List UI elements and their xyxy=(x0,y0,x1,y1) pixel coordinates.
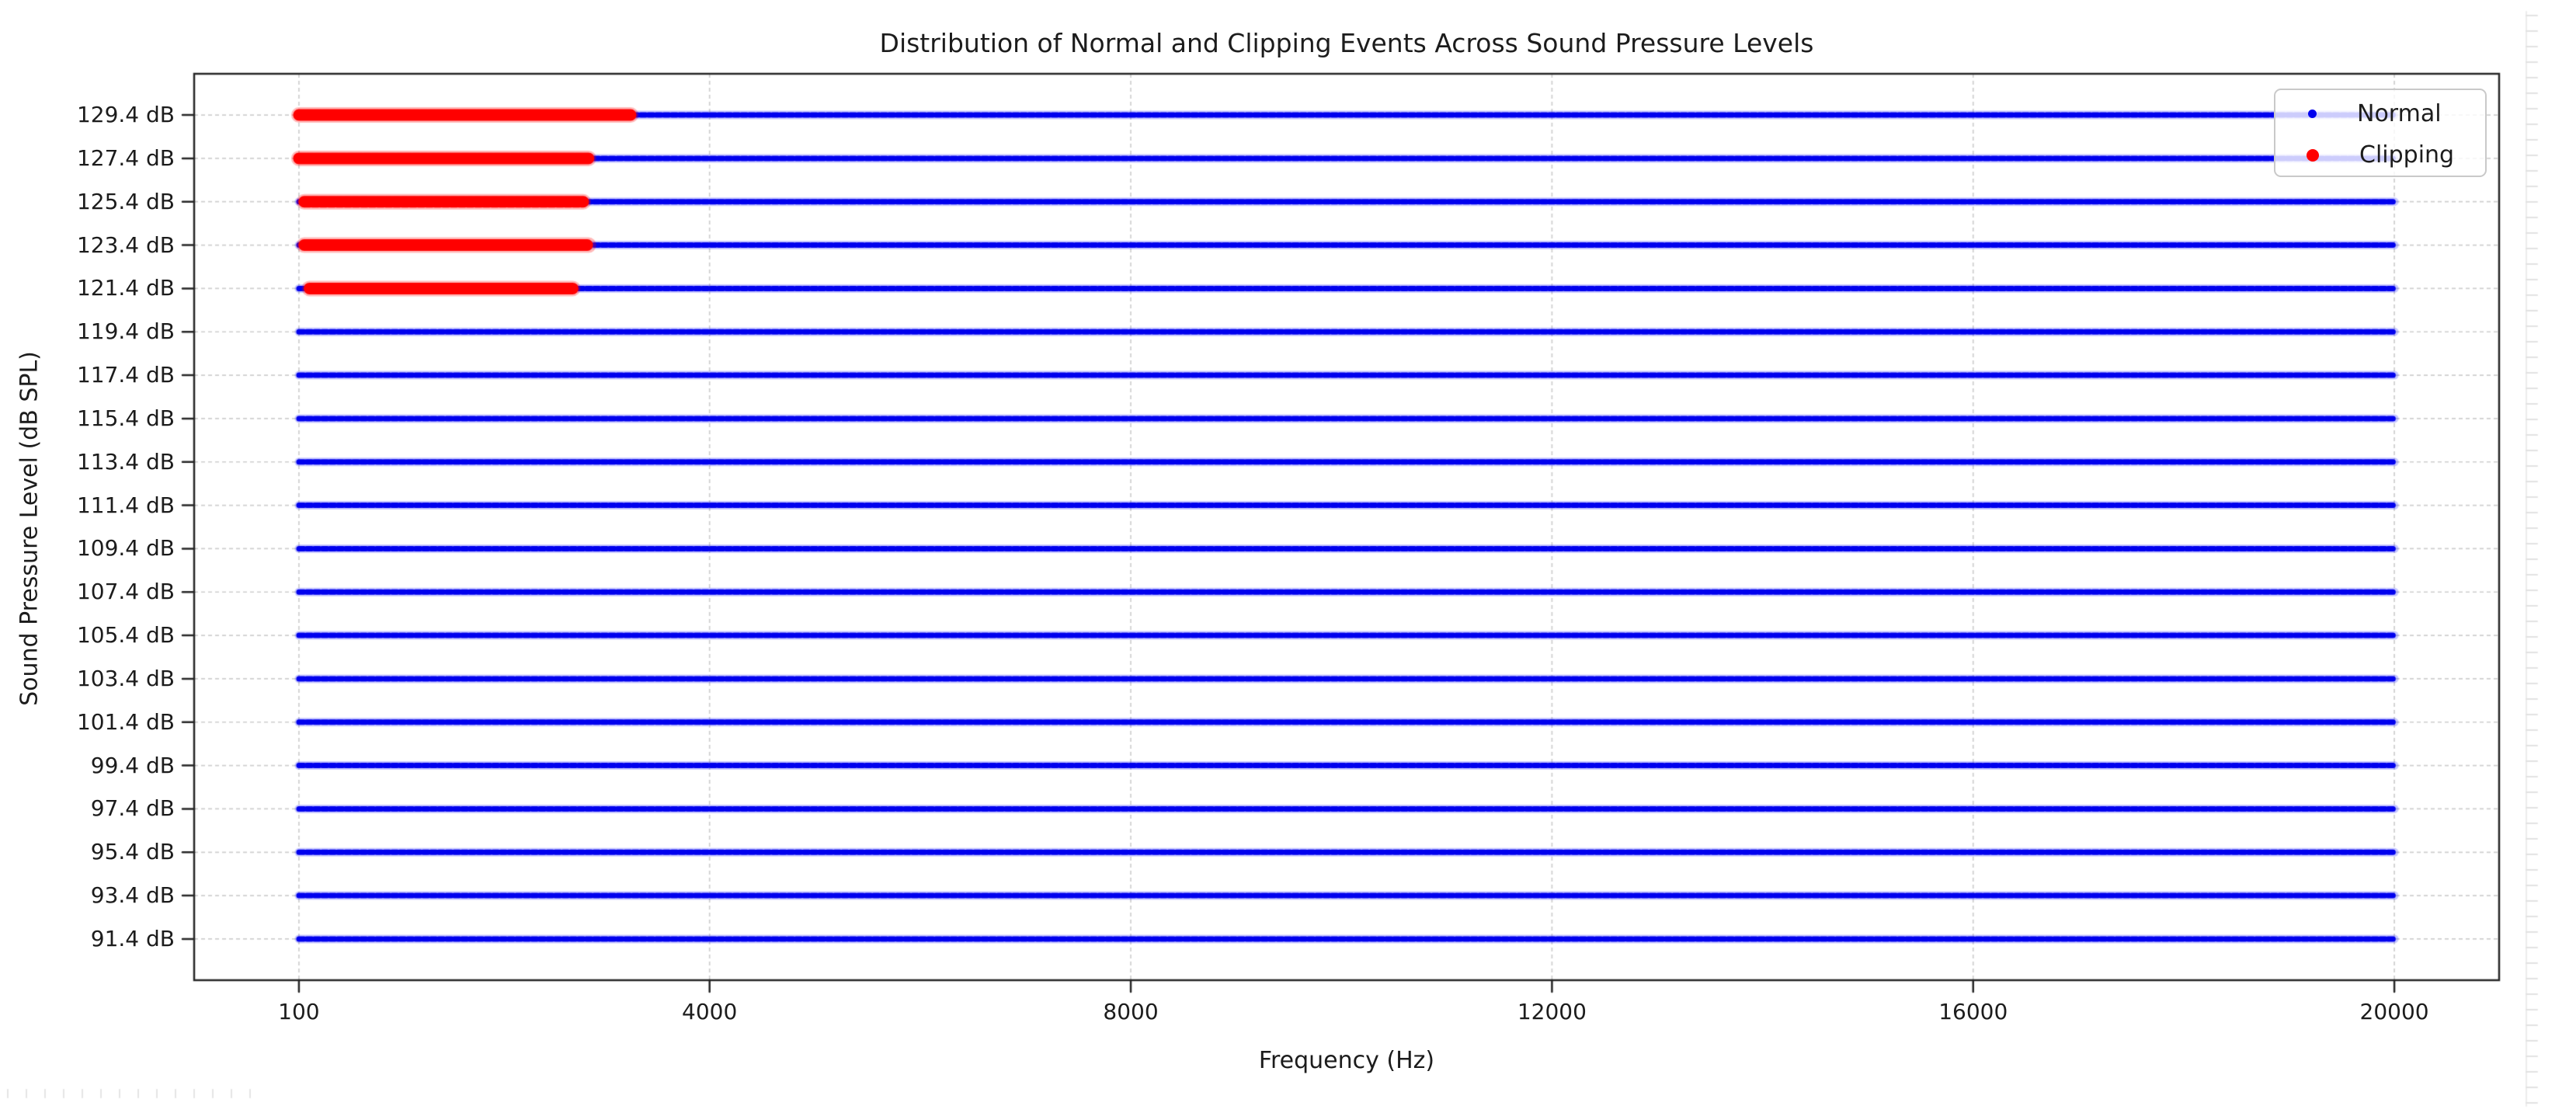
y-tick-label: 103.4 dB xyxy=(76,665,175,691)
legend-label-clipping: Clipping xyxy=(2359,141,2455,169)
y-tick-label: 117.4 dB xyxy=(76,362,175,388)
y-tick-label: 93.4 dB xyxy=(90,882,175,909)
y-tick-label: 111.4 dB xyxy=(76,492,175,518)
x-tick-label: 12000 xyxy=(1517,999,1587,1024)
y-tick-label: 115.4 dB xyxy=(76,405,175,431)
x-tick-label: 20000 xyxy=(2359,999,2429,1024)
y-tick-label: 125.4 dB xyxy=(76,188,175,214)
y-tick-label: 105.4 dB xyxy=(76,622,175,649)
y-tick-label: 99.4 dB xyxy=(90,752,175,778)
x-axis-label: Frequency (Hz) xyxy=(1258,1047,1435,1074)
y-tick-label: 101.4 dB xyxy=(76,708,175,735)
y-tick-label: 121.4 dB xyxy=(76,275,175,301)
legend-entry-normal: Normal xyxy=(2275,93,2485,134)
x-tick-label: 16000 xyxy=(1938,999,2008,1024)
legend: Normal Clipping xyxy=(2274,89,2487,177)
y-tick-label: 97.4 dB xyxy=(90,795,175,822)
legend-entry-clipping: Clipping xyxy=(2275,134,2485,176)
chart-title: Distribution of Normal and Clipping Even… xyxy=(879,28,1814,58)
y-tick-label: 109.4 dB xyxy=(76,535,175,562)
y-tick-label: 107.4 dB xyxy=(76,579,175,605)
x-tick-label: 4000 xyxy=(682,999,738,1024)
y-tick-label: 127.4 dB xyxy=(76,144,175,171)
clipping-marker-icon xyxy=(2307,148,2319,162)
y-tick-label: 95.4 dB xyxy=(90,839,175,865)
x-tick-label: 100 xyxy=(278,999,320,1024)
y-tick-label: 129.4 dB xyxy=(76,102,175,128)
normal-marker-icon xyxy=(2308,110,2317,118)
y-tick-label: 119.4 dB xyxy=(76,318,175,345)
y-tick-label: 91.4 dB xyxy=(90,925,175,951)
legend-label-normal: Normal xyxy=(2357,100,2442,127)
y-tick-label: 123.4 dB xyxy=(76,231,175,258)
y-tick-label: 113.4 dB xyxy=(76,448,175,475)
x-tick-label: 8000 xyxy=(1103,999,1159,1024)
